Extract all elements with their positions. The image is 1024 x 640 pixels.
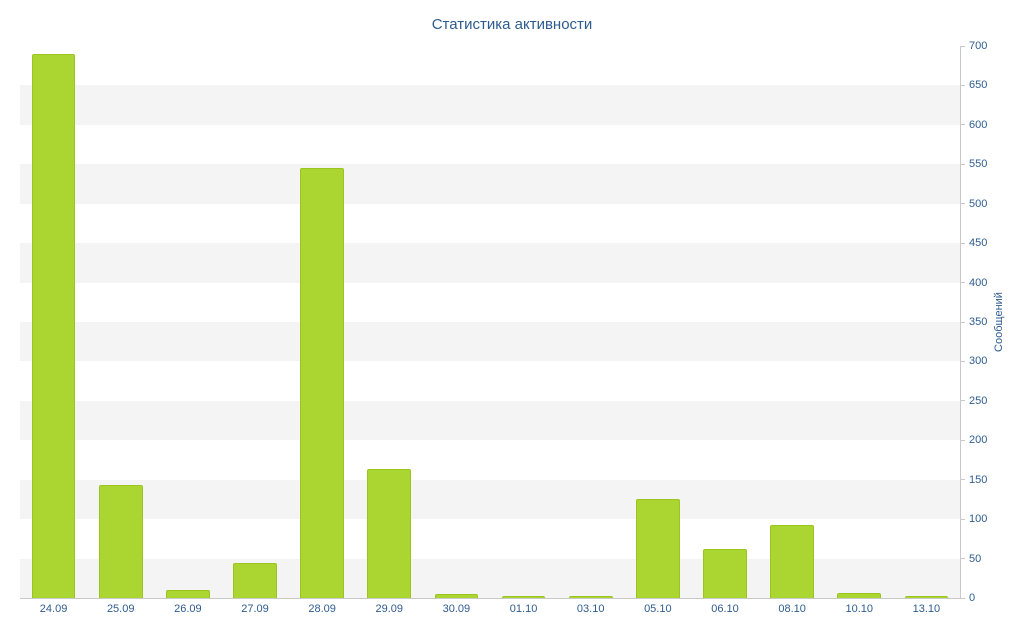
bar-slot bbox=[154, 46, 221, 598]
bar-08.10 bbox=[770, 524, 814, 598]
x-axis-label: 03.10 bbox=[576, 603, 605, 615]
plot-band bbox=[20, 400, 960, 441]
x-axis-labels: 24.09 25.09 26.09 27.09 28.09 29.09 30.09 01.10… bbox=[20, 603, 960, 615]
x-axis-label: 25.09 bbox=[106, 603, 135, 615]
bar-slot bbox=[557, 46, 624, 598]
x-axis-label: 01.10 bbox=[509, 603, 538, 615]
plot-band bbox=[20, 164, 960, 204]
plot-bands bbox=[20, 46, 960, 598]
y-axis-tick bbox=[960, 282, 965, 284]
y-axis-tick-label: 600 bbox=[969, 118, 988, 131]
bar-29.09 bbox=[367, 469, 412, 598]
bar-24.09 bbox=[31, 53, 76, 598]
y-axis-tick-label: 550 bbox=[969, 158, 988, 171]
x-axis-label: 26.09 bbox=[174, 603, 202, 615]
bar-28.09 bbox=[300, 168, 344, 598]
bar-30.09 bbox=[434, 594, 479, 598]
y-axis-tick bbox=[960, 45, 965, 47]
y-axis-tick bbox=[960, 203, 965, 205]
y-axis-tick-label: 650 bbox=[969, 79, 988, 92]
y-axis-tick bbox=[960, 597, 965, 599]
y-axis-title-text: Сообщений bbox=[993, 292, 1006, 352]
y-axis-tick bbox=[960, 124, 965, 126]
y-axis-tick bbox=[960, 479, 965, 481]
x-axis-label: 05.10 bbox=[644, 603, 672, 615]
y-axis-tick-label: 700 bbox=[969, 40, 988, 52]
plot-band bbox=[20, 322, 960, 362]
y-axis-tick-label: 200 bbox=[969, 434, 988, 447]
y-axis-tick-label: 250 bbox=[969, 394, 988, 407]
x-axis-label: 13.10 bbox=[912, 603, 941, 615]
y-axis-tick bbox=[960, 321, 965, 323]
plot-band bbox=[20, 243, 960, 283]
bar-slot bbox=[893, 46, 960, 598]
bar-slot bbox=[691, 46, 758, 598]
plot-band bbox=[20, 479, 960, 520]
y-axis-tick bbox=[960, 242, 965, 244]
bar-01.10 bbox=[501, 595, 546, 598]
y-axis-tick-label: 450 bbox=[969, 237, 988, 250]
bar-slot bbox=[20, 46, 87, 598]
y-axis-tick bbox=[960, 163, 965, 165]
y-axis: 0 50 100 150 200 250 300 350 400 450 500 550 600 650 7… bbox=[960, 40, 1024, 604]
x-axis-label: 06.10 bbox=[711, 603, 739, 615]
y-axis-tick-label: 350 bbox=[969, 316, 988, 328]
x-axis-label: 30.09 bbox=[442, 603, 471, 615]
bar-06.10 bbox=[703, 549, 747, 598]
x-axis-label: 08.10 bbox=[778, 603, 806, 615]
y-axis-tick-label: 500 bbox=[969, 197, 988, 210]
x-axis-label: 24.09 bbox=[39, 603, 68, 615]
x-axis-label: 10.10 bbox=[845, 603, 874, 615]
bar-27.09 bbox=[233, 562, 277, 598]
y-axis-tick bbox=[960, 518, 965, 520]
y-axis-title: Сообщений bbox=[988, 46, 1010, 598]
x-axis-label: 28.09 bbox=[308, 603, 336, 615]
y-axis-tick bbox=[960, 360, 965, 362]
bar-slot bbox=[624, 46, 691, 598]
y-axis-tick bbox=[960, 558, 965, 560]
bar-13.10 bbox=[904, 595, 949, 598]
y-axis-tick-label: 0 bbox=[969, 592, 976, 604]
bar-03.10 bbox=[568, 595, 613, 598]
y-axis-tick-label: 50 bbox=[969, 552, 982, 565]
chart-title: Статистика активности bbox=[431, 16, 593, 33]
bars bbox=[20, 46, 960, 598]
x-axis-label: 29.09 bbox=[375, 603, 404, 615]
x-axis-label: 27.09 bbox=[241, 603, 269, 615]
y-axis-tick-label: 150 bbox=[969, 473, 988, 486]
bar-slot bbox=[87, 46, 154, 598]
bar-slot bbox=[490, 46, 557, 598]
y-axis-tick bbox=[960, 84, 965, 86]
bar-slot bbox=[356, 46, 423, 598]
plot-band bbox=[20, 85, 960, 125]
bar-slot bbox=[826, 46, 893, 598]
y-axis-tick-label: 300 bbox=[969, 355, 988, 368]
bar-26.09 bbox=[166, 590, 210, 598]
bar-slot bbox=[289, 46, 356, 598]
y-axis-tick-label: 400 bbox=[969, 276, 988, 289]
bar-slot bbox=[759, 46, 826, 598]
y-axis-tick-label: 100 bbox=[969, 513, 988, 526]
y-axis-tick bbox=[960, 439, 965, 441]
bar-slot bbox=[423, 46, 490, 598]
plot-area bbox=[20, 46, 961, 599]
bar-05.10 bbox=[636, 499, 680, 598]
bar-slot bbox=[221, 46, 288, 598]
bar-25.09 bbox=[98, 485, 143, 598]
y-axis-tick bbox=[960, 400, 965, 402]
bar-10.10 bbox=[837, 593, 882, 598]
